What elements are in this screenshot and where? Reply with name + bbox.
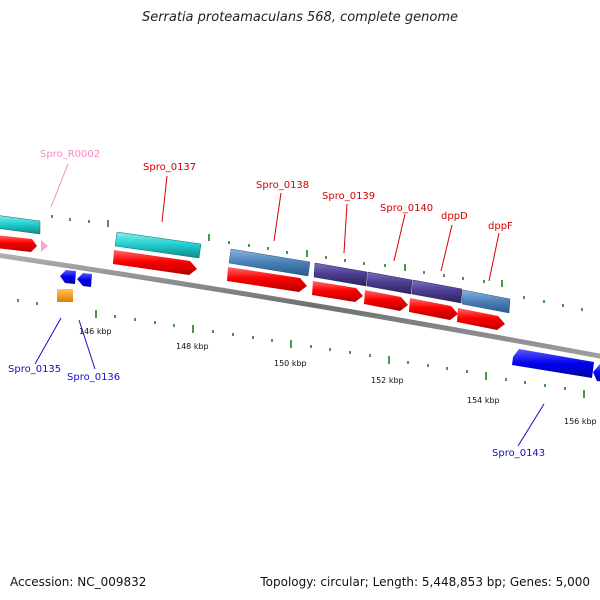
gene-label-spro0140: Spro_0140 (380, 203, 433, 214)
outer-tick-row (51, 215, 583, 311)
cds-arrow-edge (593, 364, 600, 382)
cog-bar-spro0138 (228, 248, 311, 277)
genome-summary-text: Topology: circular; Length: 5,448,853 bp… (260, 575, 590, 589)
kbp-label-146: 146 kbp (79, 327, 112, 336)
gene-label-spro0136: Spro_0136 (67, 372, 120, 383)
accession-text: Accession: NC_009832 (10, 575, 147, 589)
forward-cds-track (0, 235, 505, 330)
cds-arrow-spro0138 (227, 267, 307, 292)
cds-arrow-spro0137 (113, 250, 197, 275)
kbp-label-154: 154 kbp (467, 396, 500, 405)
gene-label-spro0143: Spro_0143 (492, 448, 545, 459)
gene-label-spro0139: Spro_0139 (322, 191, 375, 202)
cds-arrow-dppd (409, 298, 458, 320)
cds-arrow-dppf (457, 308, 505, 330)
cds-arrow-spro0139 (312, 281, 363, 302)
cds-arrow-spro0136 (77, 273, 92, 287)
label-leaders (34, 163, 545, 447)
rna-bar-spro0137 (114, 231, 202, 259)
gene-label-dppf: dppF (488, 221, 513, 232)
rna-bar-left (0, 215, 41, 235)
kbp-scale-labels: 146 kbp 148 kbp 150 kbp 152 kbp 154 kbp … (79, 327, 597, 426)
kbp-label-152: 152 kbp (371, 376, 404, 385)
inner-tick-row (17, 299, 585, 398)
cog-bar-dppf (461, 289, 511, 314)
cds-arrow-spro0140 (364, 290, 408, 311)
kbp-label-150: 150 kbp (274, 359, 307, 368)
cds-arrow-left (0, 235, 37, 252)
cds-arrow-spro0135 (60, 270, 76, 284)
cds-arrow-spro0143 (512, 349, 594, 378)
orange-gene (57, 289, 73, 302)
gene-label-spro0137: Spro_0137 (143, 162, 196, 173)
cog-bar-spro0140 (366, 271, 413, 295)
gene-label-dppd: dppD (441, 211, 468, 222)
cog-bar-dppd (411, 279, 463, 304)
cog-track (0, 215, 511, 314)
map-title: Serratia proteamaculans 568, complete ge… (141, 10, 459, 25)
gene-label-spro0138: Spro_0138 (256, 180, 309, 191)
kbp-label-156: 156 kbp (564, 417, 597, 426)
reverse-cds-track (57, 270, 600, 382)
pink-gene (41, 240, 48, 252)
genome-backbone (0, 252, 600, 359)
gene-label-spro-r0002: Spro_R0002 (40, 149, 100, 160)
cog-bar-spro0139 (313, 262, 368, 287)
kbp-label-148: 148 kbp (176, 342, 209, 351)
gene-label-spro0135: Spro_0135 (8, 364, 61, 375)
gene-labels: Spro_R0002 Spro_0137 Spro_0138 Spro_0139… (8, 149, 545, 459)
